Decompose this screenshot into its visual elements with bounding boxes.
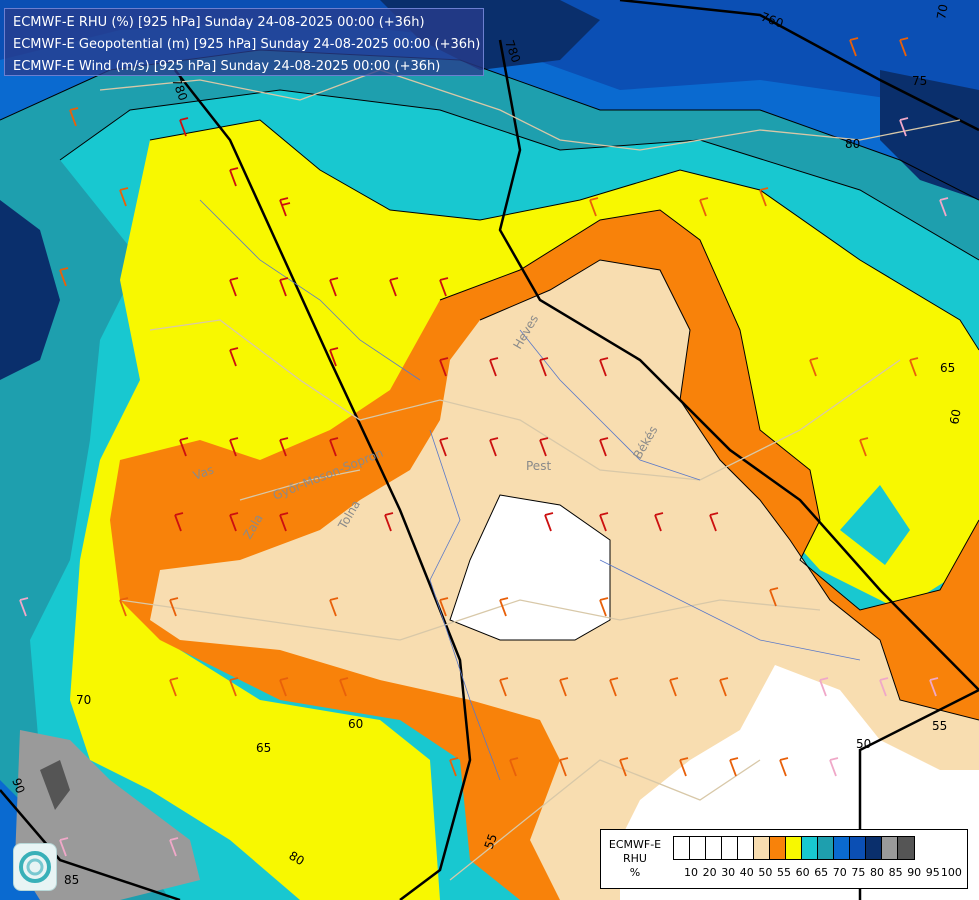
rhu-band-70-blob (840, 485, 910, 565)
rhu-band-90-east (880, 70, 979, 200)
legend-swatch (770, 837, 786, 859)
header-line-rhu: ECMWF-E RHU (%) [925 hPa] Sunday 24-08-2… (13, 15, 425, 30)
legend-ticks: 10 20 30 40 50 55 60 65 70 75 80 85 90 95 100 (673, 866, 973, 880)
legend-swatch (738, 837, 754, 859)
legend-tick-label: 60 (795, 866, 810, 879)
legend-tick-label: 95 (925, 866, 940, 879)
geo-label-70-ne: 70 (934, 3, 950, 20)
legend-tick-label: 90 (907, 866, 922, 879)
legend-swatch (690, 837, 706, 859)
legend-title-unit: % (629, 866, 641, 879)
rhu-band-65 (70, 120, 979, 900)
legend-tick-label: 75 (851, 866, 866, 879)
rhu-band-90-west (0, 200, 60, 380)
rhu-label-70: 70 (76, 693, 91, 707)
legend-tick-label: 85 (888, 866, 903, 879)
legend-swatch (834, 837, 850, 859)
header-line-geopotential: ECMWF-E Geopotential (m) [925 hPa] Sunda… (13, 37, 481, 52)
legend-swatch (786, 837, 802, 859)
legend-swatch (850, 837, 866, 859)
rhu-legend: ECMWF-E RHU % 10 20 30 40 50 55 60 65 70 75 80 85 90… (600, 829, 968, 889)
rhu-band-50a (450, 495, 610, 640)
rhu-label-80-south: 80 (287, 848, 307, 868)
legend-swatch (866, 837, 882, 859)
logo-icon (13, 843, 57, 891)
rhu-label-80-ne: 80 (845, 137, 860, 151)
header-line-wind: ECMWF-E Wind (m/s) [925 hPa] Sunday 24-0… (13, 59, 441, 74)
rhu-label-60-south: 60 (348, 717, 363, 731)
legend-tick-label: 10 (684, 866, 698, 879)
map-header: ECMWF-E RHU (%) [925 hPa] Sunday 24-08-2… (4, 8, 484, 76)
legend-tick-label: 55 (777, 866, 791, 879)
legend-swatch (674, 837, 690, 859)
legend-tick-label: 30 (721, 866, 736, 879)
legend-swatch (802, 837, 818, 859)
rhu-label-60-east: 60 (947, 408, 963, 425)
legend-swatch (706, 837, 722, 859)
rhu-label-55-east: 55 (932, 719, 947, 733)
legend-swatch (722, 837, 738, 859)
legend-tick-label: 20 (702, 866, 717, 879)
country-borders (99, 69, 961, 881)
legend-swatch (882, 837, 898, 859)
wind-barbs (19, 37, 949, 857)
legend-tick-label: 70 (832, 866, 847, 879)
legend-title-variable: RHU (623, 852, 647, 865)
rhu-band-100-sw (40, 760, 70, 810)
legend-swatch (898, 837, 914, 859)
rhu-label-90: 90 (9, 776, 27, 795)
rhu-label-75: 75 (912, 74, 927, 88)
legend-swatches (673, 836, 915, 860)
legend-tick-label: 40 (739, 866, 754, 879)
rivers (199, 199, 861, 781)
rhu-label-50: 50 (856, 737, 871, 751)
place-vas: Vas (191, 463, 215, 483)
legend-tick-label: 50 (758, 866, 773, 879)
rhu-label-65-east: 65 (940, 361, 955, 375)
legend-tick-label: 65 (814, 866, 829, 879)
legend-tick-label: 80 (870, 866, 884, 879)
legend-title: ECMWF-E RHU % (605, 838, 665, 880)
rhu-label-85: 85 (64, 873, 79, 887)
legend-swatch (754, 837, 770, 859)
rhu-label-65-south: 65 (256, 741, 271, 755)
place-pest: Pest (526, 459, 551, 473)
legend-tick-label: 100 (940, 866, 962, 879)
legend-swatch (818, 837, 834, 859)
rhu-label-55-south: 55 (482, 832, 500, 851)
legend-title-model: ECMWF-E (608, 838, 662, 851)
